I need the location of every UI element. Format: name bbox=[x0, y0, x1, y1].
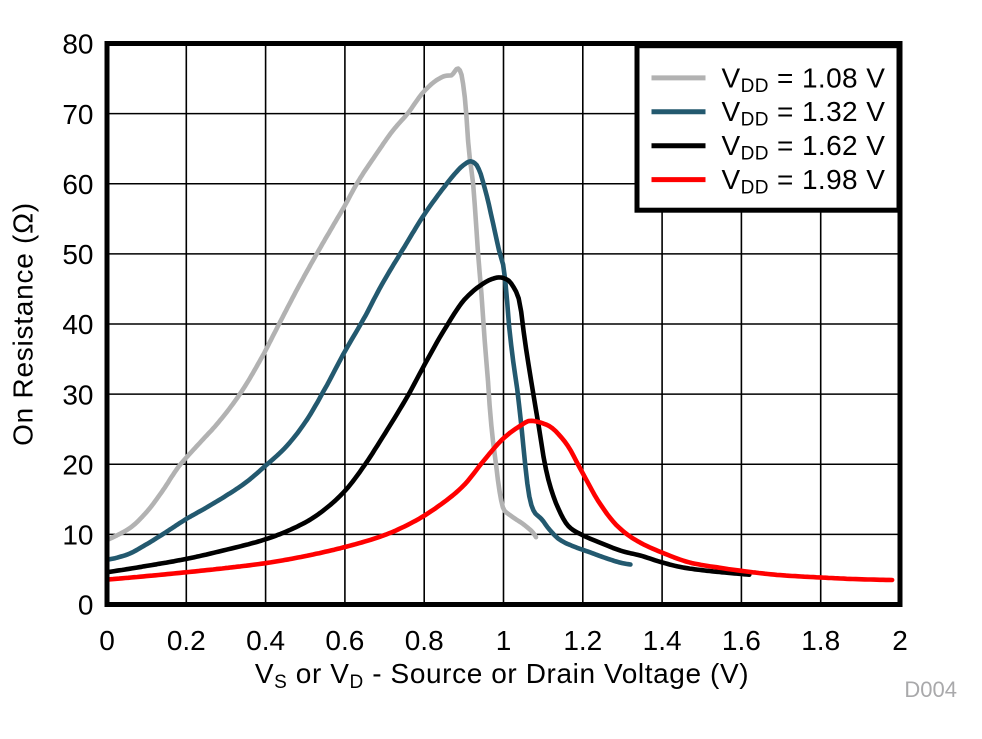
svg-text:0.6: 0.6 bbox=[325, 625, 364, 656]
svg-text:VDD = 1.08 V: VDD = 1.08 V bbox=[722, 62, 886, 97]
svg-text:2: 2 bbox=[892, 625, 908, 656]
svg-text:0.8: 0.8 bbox=[405, 625, 444, 656]
svg-text:1.6: 1.6 bbox=[722, 625, 761, 656]
svg-text:60: 60 bbox=[62, 169, 93, 200]
svg-text:10: 10 bbox=[62, 520, 93, 551]
svg-text:On Resistance (Ω): On Resistance (Ω) bbox=[8, 202, 39, 446]
svg-text:30: 30 bbox=[62, 379, 93, 410]
svg-text:1.2: 1.2 bbox=[563, 625, 602, 656]
svg-text:20: 20 bbox=[62, 449, 93, 480]
svg-text:80: 80 bbox=[62, 29, 93, 60]
svg-text:VS or VD - Source or Drain Vol: VS or VD - Source or Drain Voltage (V) bbox=[255, 658, 749, 693]
svg-text:40: 40 bbox=[62, 309, 93, 340]
svg-text:VDD = 1.32 V: VDD = 1.32 V bbox=[722, 96, 886, 131]
svg-text:VDD = 1.98 V: VDD = 1.98 V bbox=[722, 164, 886, 199]
svg-text:70: 70 bbox=[62, 99, 93, 130]
svg-text:D004: D004 bbox=[904, 677, 957, 702]
svg-text:50: 50 bbox=[62, 239, 93, 270]
svg-text:0: 0 bbox=[78, 590, 94, 621]
svg-text:0.4: 0.4 bbox=[246, 625, 285, 656]
svg-text:0.2: 0.2 bbox=[167, 625, 206, 656]
svg-text:1: 1 bbox=[496, 625, 512, 656]
svg-text:1.4: 1.4 bbox=[643, 625, 682, 656]
svg-text:0: 0 bbox=[99, 625, 115, 656]
svg-text:1.8: 1.8 bbox=[801, 625, 840, 656]
